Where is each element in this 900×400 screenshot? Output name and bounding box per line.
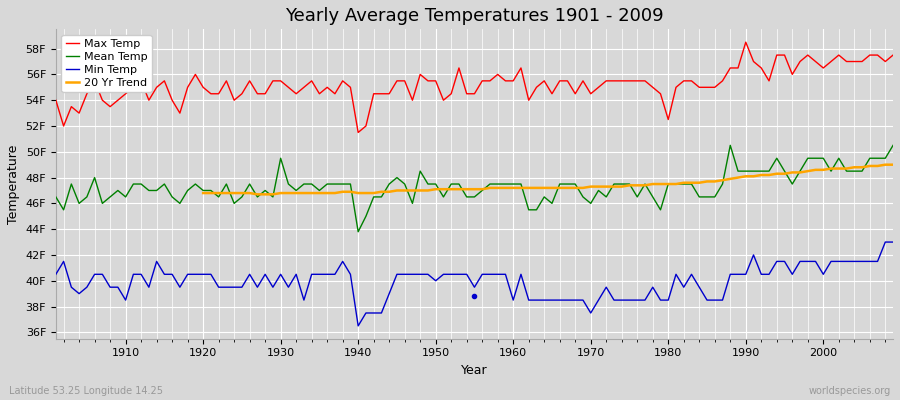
Mean Temp <box>283 182 293 186</box>
Max Temp <box>353 130 364 135</box>
Min Temp <box>112 285 123 290</box>
20 Yr Trend <box>779 171 790 176</box>
Min Temp <box>283 285 293 290</box>
Line: Min Temp: Min Temp <box>56 242 893 326</box>
Y-axis label: Temperature: Temperature <box>7 144 20 224</box>
Text: Latitude 53.25 Longitude 14.25: Latitude 53.25 Longitude 14.25 <box>9 386 163 396</box>
Min Temp <box>508 298 518 302</box>
Max Temp <box>50 98 61 103</box>
Title: Yearly Average Temperatures 1901 - 2009: Yearly Average Temperatures 1901 - 2009 <box>285 7 664 25</box>
Min Temp <box>329 272 340 277</box>
Line: 20 Yr Trend: 20 Yr Trend <box>203 165 893 194</box>
Max Temp <box>741 40 751 44</box>
Max Temp <box>283 85 293 90</box>
Max Temp <box>516 66 526 70</box>
Min Temp <box>516 272 526 277</box>
Max Temp <box>112 98 123 103</box>
Max Temp <box>508 78 518 83</box>
Mean Temp <box>516 182 526 186</box>
Max Temp <box>608 78 619 83</box>
Mean Temp <box>887 143 898 148</box>
20 Yr Trend <box>686 180 697 185</box>
X-axis label: Year: Year <box>461 364 488 377</box>
20 Yr Trend <box>880 162 891 167</box>
Mean Temp <box>112 188 123 193</box>
Mean Temp <box>50 194 61 199</box>
Min Temp <box>353 324 364 328</box>
Mean Temp <box>353 229 364 234</box>
Min Temp <box>50 272 61 277</box>
Max Temp <box>329 91 340 96</box>
Line: Max Temp: Max Temp <box>56 42 893 132</box>
Mean Temp <box>329 182 340 186</box>
Mean Temp <box>608 182 619 186</box>
Text: worldspecies.org: worldspecies.org <box>809 386 891 396</box>
Min Temp <box>887 240 898 244</box>
Mean Temp <box>724 143 735 148</box>
20 Yr Trend <box>415 188 426 193</box>
Legend: Max Temp, Mean Temp, Min Temp, 20 Yr Trend: Max Temp, Mean Temp, Min Temp, 20 Yr Tre… <box>61 35 152 92</box>
20 Yr Trend <box>795 170 806 175</box>
Mean Temp <box>508 182 518 186</box>
Line: Mean Temp: Mean Temp <box>56 145 893 232</box>
20 Yr Trend <box>252 192 263 197</box>
20 Yr Trend <box>198 191 209 196</box>
Max Temp <box>887 53 898 58</box>
Min Temp <box>608 298 619 302</box>
20 Yr Trend <box>864 164 875 168</box>
Min Temp <box>880 240 891 244</box>
20 Yr Trend <box>299 191 310 196</box>
20 Yr Trend <box>887 162 898 167</box>
